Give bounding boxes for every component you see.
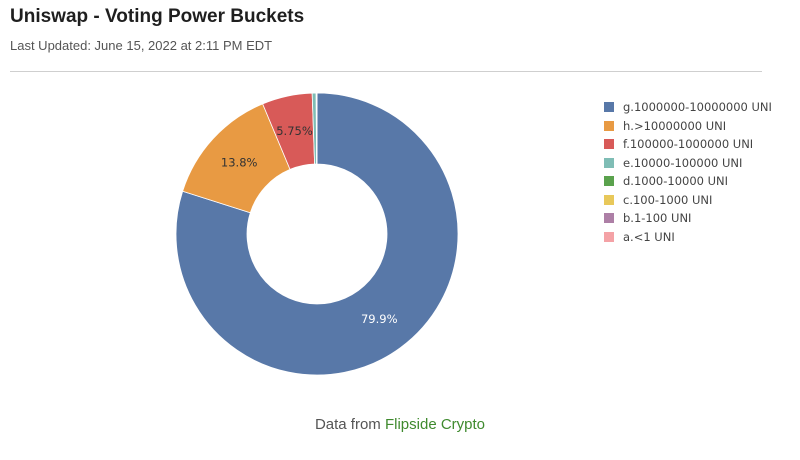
legend-item-e-10000-100000-uni[interactable]: e.10000-100000 UNI: [604, 154, 772, 173]
legend-swatch: [604, 157, 614, 168]
slice-label-g-1000000-10000000-uni: 79.9%: [361, 312, 398, 326]
chart-legend: g.1000000-10000000 UNI h.>10000000 UNI f.1…: [604, 98, 772, 246]
legend-item-a-1-uni[interactable]: a.<1 UNI: [604, 228, 772, 247]
legend-item-h-10000000-uni[interactable]: h.>10000000 UNI: [604, 117, 772, 136]
legend-item-f-100000-1000000-uni[interactable]: f.100000-1000000 UNI: [604, 135, 772, 154]
legend-label: d.1000-10000 UNI: [623, 174, 729, 189]
page-title: Uniswap - Voting Power Buckets: [10, 6, 305, 27]
legend-item-g-1000000-10000000-uni[interactable]: g.1000000-10000000 UNI: [604, 98, 772, 117]
legend-swatch: [604, 213, 614, 224]
divider: [10, 71, 762, 72]
legend-swatch: [604, 194, 614, 205]
legend-label: b.1-100 UNI: [623, 211, 692, 226]
legend-swatch: [604, 176, 614, 187]
legend-swatch: [604, 102, 614, 113]
last-updated: Last Updated: June 15, 2022 at 2:11 PM E…: [10, 38, 273, 53]
legend-swatch: [604, 139, 614, 150]
legend-label: g.1000000-10000000 UNI: [623, 100, 772, 115]
legend-swatch: [604, 231, 614, 242]
legend-label: e.10000-100000 UNI: [623, 155, 743, 170]
legend-swatch: [604, 120, 614, 131]
footer-prefix: Data from: [314, 416, 381, 433]
slice-g-1000000-10000000-uni[interactable]: [175, 92, 459, 376]
legend-label: h.>10000000 UNI: [623, 118, 727, 133]
legend-label: c.100-1000 UNI: [623, 192, 713, 207]
slice-label-h-10000000-uni: 13.8%: [221, 156, 258, 170]
legend-label: a.<1 UNI: [623, 229, 675, 244]
legend-item-c-100-1000-uni[interactable]: c.100-1000 UNI: [604, 191, 772, 210]
legend-item-d-1000-10000-uni[interactable]: d.1000-10000 UNI: [604, 172, 772, 191]
slice-label-f-100000-1000000-uni: 5.75%: [276, 124, 313, 138]
footer: Data from Flipside Crypto: [0, 416, 800, 433]
legend-item-b-1-100-uni[interactable]: b.1-100 UNI: [604, 209, 772, 228]
flipside-link[interactable]: Flipside Crypto: [384, 416, 486, 433]
legend-label: f.100000-1000000 UNI: [623, 137, 754, 152]
